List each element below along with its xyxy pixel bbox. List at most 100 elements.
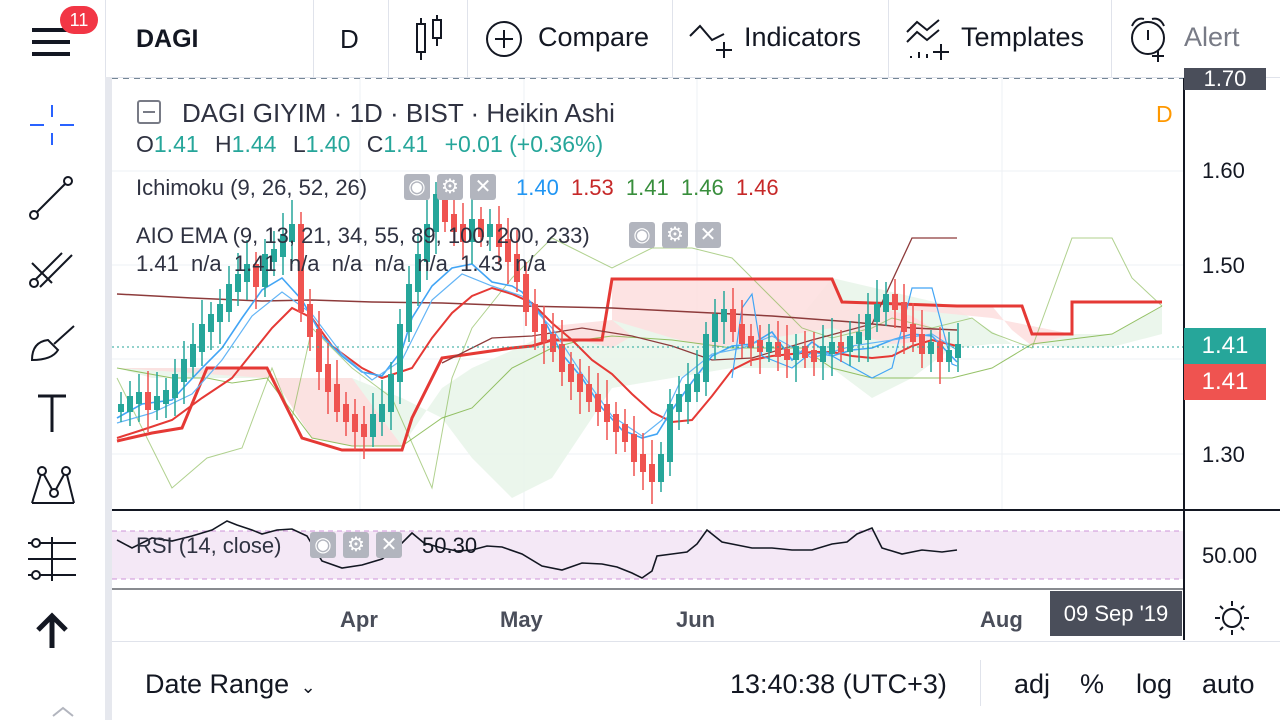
trend-line-tool[interactable] <box>22 167 82 227</box>
menu-button[interactable] <box>20 14 100 64</box>
indicators-icon <box>689 24 732 58</box>
chart-canvas[interactable] <box>112 78 1280 640</box>
candle-body <box>469 219 475 242</box>
aio-ema-remove-button[interactable]: ✕ <box>695 222 721 248</box>
candle-body <box>712 314 718 342</box>
time-tick-apr: Apr <box>340 607 378 632</box>
candle-body <box>946 350 952 362</box>
candle-body <box>424 224 430 262</box>
chart-pane[interactable]: DAGI GIYIM · 1D · BIST · Heikin Ashi D O… <box>112 68 1280 640</box>
alert-button[interactable]: Alert <box>1128 14 1280 64</box>
candle-body <box>820 346 826 362</box>
candle-body <box>595 394 601 412</box>
measure-icon <box>28 537 76 581</box>
drawing-toolbar <box>0 77 105 720</box>
candle-body <box>505 239 511 262</box>
pitchfork-tool[interactable] <box>22 237 82 297</box>
clock-time: 13:40:38 (UTC+3) <box>730 669 947 699</box>
symbol-button[interactable]: DAGI <box>136 25 199 53</box>
candle-body <box>910 324 916 342</box>
rsi-legend-name: RSI (14, close) <box>136 533 282 558</box>
aio-ema-visibility-button[interactable]: ◉ <box>629 222 655 248</box>
ichimoku-settings-button[interactable]: ⚙ <box>437 174 463 200</box>
eye-icon: ◉ <box>408 176 426 198</box>
notification-badge: 11 <box>60 6 98 34</box>
trend-line-icon <box>29 176 73 220</box>
pattern-tool[interactable] <box>22 457 82 517</box>
candle-body <box>172 374 178 398</box>
measure-tool[interactable] <box>22 529 82 589</box>
candle-body <box>334 384 340 412</box>
candle-body <box>658 454 664 482</box>
templates-button[interactable]: Templates <box>905 14 1105 64</box>
candle-body <box>361 424 367 437</box>
text-tool[interactable] <box>22 382 82 442</box>
percent-toggle[interactable]: % <box>1080 669 1105 699</box>
candle-body <box>586 384 592 402</box>
time-tick-aug: Aug <box>980 607 1023 632</box>
candle-body <box>649 464 655 482</box>
chart-settings-button[interactable] <box>1212 598 1252 638</box>
candle-body <box>343 404 349 422</box>
indicators-button[interactable]: Indicators <box>688 14 878 64</box>
auto-toggle[interactable]: auto <box>1202 669 1255 699</box>
candle-body <box>892 294 898 310</box>
pattern-icon <box>31 466 75 504</box>
d-marker: D <box>1156 101 1173 127</box>
candle-body <box>775 342 781 357</box>
candle-body <box>640 454 646 472</box>
log-toggle[interactable]: log <box>1136 669 1173 699</box>
candle-body <box>838 342 844 352</box>
toolbar-divider <box>105 77 112 720</box>
aio-ema-settings-button[interactable]: ⚙ <box>662 222 688 248</box>
candle-body <box>370 414 376 437</box>
ichimoku-remove-button[interactable]: ✕ <box>470 174 496 200</box>
chart-type-button[interactable] <box>405 14 455 64</box>
collapse-chevron-icon[interactable] <box>45 700 85 720</box>
candle-body <box>577 374 583 392</box>
interval-button[interactable]: D <box>340 24 359 54</box>
templates-icon <box>906 19 949 60</box>
candle-body <box>874 304 880 322</box>
candle-body <box>901 302 907 332</box>
candle-body <box>235 274 241 292</box>
collapse-legend-button[interactable] <box>137 100 161 124</box>
candle-body <box>703 334 709 382</box>
minus-icon <box>143 111 155 113</box>
candle-body <box>604 404 610 422</box>
scroll-up-button[interactable] <box>22 602 82 662</box>
candle-body <box>937 342 943 362</box>
bottom-toolbar: Date Range ⌄ 13:40:38 (UTC+3) adj % log … <box>112 641 1280 721</box>
crosshair-tool[interactable] <box>22 97 82 157</box>
last-price-label: 1.41 <box>1184 328 1266 364</box>
candle-body <box>802 346 808 358</box>
arrow-up-icon <box>36 612 68 648</box>
chevron-down-icon: ⌄ <box>300 677 316 697</box>
candle-body <box>730 309 736 332</box>
adj-toggle[interactable]: adj <box>1014 669 1051 699</box>
candle-body <box>613 414 619 432</box>
close-icon: ✕ <box>474 176 492 198</box>
templates-label: Templates <box>961 22 1085 52</box>
rsi-remove-button[interactable]: ✕ <box>376 532 402 558</box>
candle-body <box>568 364 574 382</box>
ichimoku-legend-name: Ichimoku (9, 26, 52, 26) <box>136 175 368 200</box>
candle-body <box>217 304 223 322</box>
rsi-settings-button[interactable]: ⚙ <box>343 532 369 558</box>
eye-icon: ◉ <box>633 224 651 246</box>
menu-icon <box>32 28 70 56</box>
pitchfork-icon <box>29 252 73 288</box>
price-tick-130: 1.30 <box>1202 442 1245 467</box>
candle-body <box>559 344 565 372</box>
candle-body <box>253 264 259 287</box>
candle-body <box>514 254 520 282</box>
ichimoku-visibility-button[interactable]: ◉ <box>404 174 430 200</box>
gear-icon: ⚙ <box>441 176 459 198</box>
date-range-button[interactable]: Date Range ⌄ <box>145 669 316 699</box>
candle-body <box>919 334 925 354</box>
compare-button[interactable]: Compare <box>485 14 665 64</box>
candle-body <box>883 294 889 312</box>
candle-body <box>433 194 439 232</box>
brush-tool[interactable] <box>22 312 82 372</box>
rsi-visibility-button[interactable]: ◉ <box>310 532 336 558</box>
